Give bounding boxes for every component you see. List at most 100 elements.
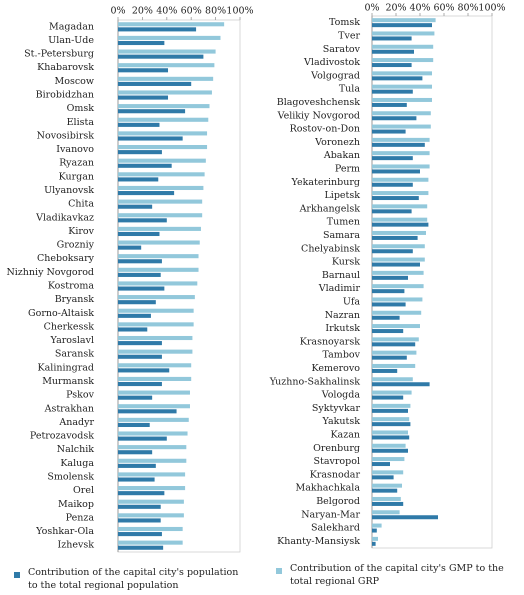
y-tick-label: Tula — [339, 84, 360, 95]
y-tick-label: Nizhniy Novgorod — [6, 267, 94, 278]
bar — [372, 71, 432, 76]
y-tick-label: Kirov — [68, 226, 94, 237]
y-tick-label: Orenburg — [313, 443, 360, 454]
bar — [118, 513, 184, 518]
bar — [372, 443, 406, 448]
bar — [372, 222, 429, 227]
y-tick-label: Bryansk — [55, 294, 95, 305]
bar — [118, 486, 186, 491]
bar — [372, 302, 406, 307]
bar — [118, 368, 170, 373]
bar — [372, 164, 430, 169]
bar — [372, 289, 405, 294]
y-tick-label: Chita — [68, 199, 94, 210]
x-tick-label: 100% — [478, 3, 505, 14]
bar — [118, 532, 162, 537]
bar — [118, 545, 164, 550]
bar — [118, 300, 156, 305]
y-tick-label: Tumen — [327, 217, 360, 228]
bar — [372, 44, 434, 49]
legend-label: Contribution of the capital city's GMP t… — [290, 563, 504, 587]
x-tick-label: 0% — [364, 3, 379, 14]
y-tick-label: Krasnoyarsk — [300, 336, 360, 347]
bar — [118, 204, 153, 209]
bar — [372, 448, 408, 453]
bar — [118, 422, 150, 428]
bar — [372, 182, 413, 187]
bar — [118, 472, 186, 477]
y-tick-label: Orel — [73, 485, 94, 496]
bar — [118, 68, 169, 73]
x-tick-label: 40% — [409, 3, 430, 14]
y-tick-label: Cheboksary — [37, 253, 95, 264]
bar — [372, 177, 429, 182]
bar — [372, 377, 413, 382]
y-tick-label: Ulan-Ude — [48, 35, 94, 46]
bar — [118, 54, 204, 59]
y-tick-label: Petrozavodsk — [30, 431, 94, 442]
bar — [118, 477, 155, 482]
bar — [118, 281, 198, 286]
bar — [372, 403, 411, 408]
bar — [372, 196, 419, 201]
y-tick-label: Kazan — [330, 429, 360, 440]
bar — [118, 136, 183, 141]
bar — [372, 204, 428, 209]
y-tick-label: Vladimir — [318, 283, 361, 294]
y-tick-label: Irkutsk — [325, 323, 360, 334]
y-tick-label: Smolensk — [47, 471, 94, 482]
bar — [118, 327, 148, 332]
x-tick-label: 100% — [226, 6, 253, 17]
y-tick-label: Izhevsk — [58, 540, 95, 551]
y-tick-label: Chelyabinsk — [301, 243, 360, 254]
bar — [118, 185, 204, 191]
bar — [372, 137, 430, 142]
y-tick-label: Saransk — [55, 349, 94, 360]
bar — [118, 417, 189, 422]
y-tick-label: Kemerovo — [312, 363, 361, 374]
bar — [118, 122, 160, 127]
bar — [118, 22, 225, 27]
bar — [118, 40, 165, 46]
y-tick-label: Rostov-on-Don — [290, 124, 360, 135]
bar — [372, 417, 410, 422]
bar — [372, 515, 438, 520]
y-tick-label: Birobidzhan — [36, 90, 94, 101]
bar — [118, 259, 162, 264]
bar — [372, 97, 432, 102]
bar — [372, 483, 402, 488]
bar — [372, 270, 424, 275]
bar — [372, 249, 413, 254]
y-tick-label: Penza — [66, 512, 95, 523]
bar — [118, 341, 162, 346]
bar — [372, 430, 408, 435]
bar — [118, 104, 210, 109]
y-tick-label: Perm — [335, 163, 360, 174]
bar — [372, 324, 420, 329]
bar — [118, 286, 165, 291]
y-tick-label: Vologda — [321, 390, 361, 401]
y-tick-label: Vladikavkaz — [35, 212, 94, 223]
x-tick-label: 20% — [385, 3, 406, 14]
y-tick-label: Abakan — [323, 150, 360, 161]
bar — [118, 376, 192, 381]
legend-label: Contribution of the capital city's popul… — [28, 567, 239, 591]
y-tick-label: Anadyr — [58, 417, 94, 428]
bar — [372, 390, 412, 395]
bar — [118, 245, 142, 250]
bar — [372, 536, 378, 541]
bar — [118, 150, 162, 155]
bar — [118, 322, 194, 327]
y-tick-label: Vladivostok — [303, 57, 360, 68]
chart: 0% 20% 40% 60% 80% 100%MagadanUlan-UdeSt.-Pet… — [6, 3, 506, 553]
bar — [372, 89, 413, 94]
bar — [118, 131, 208, 136]
bar — [372, 355, 407, 360]
y-tick-label: Tomsk — [329, 17, 360, 28]
bar — [118, 226, 201, 231]
y-tick-label: Maikop — [58, 499, 94, 510]
bar — [118, 191, 175, 196]
bar — [372, 422, 411, 427]
bar — [118, 313, 151, 318]
bar — [372, 297, 423, 302]
